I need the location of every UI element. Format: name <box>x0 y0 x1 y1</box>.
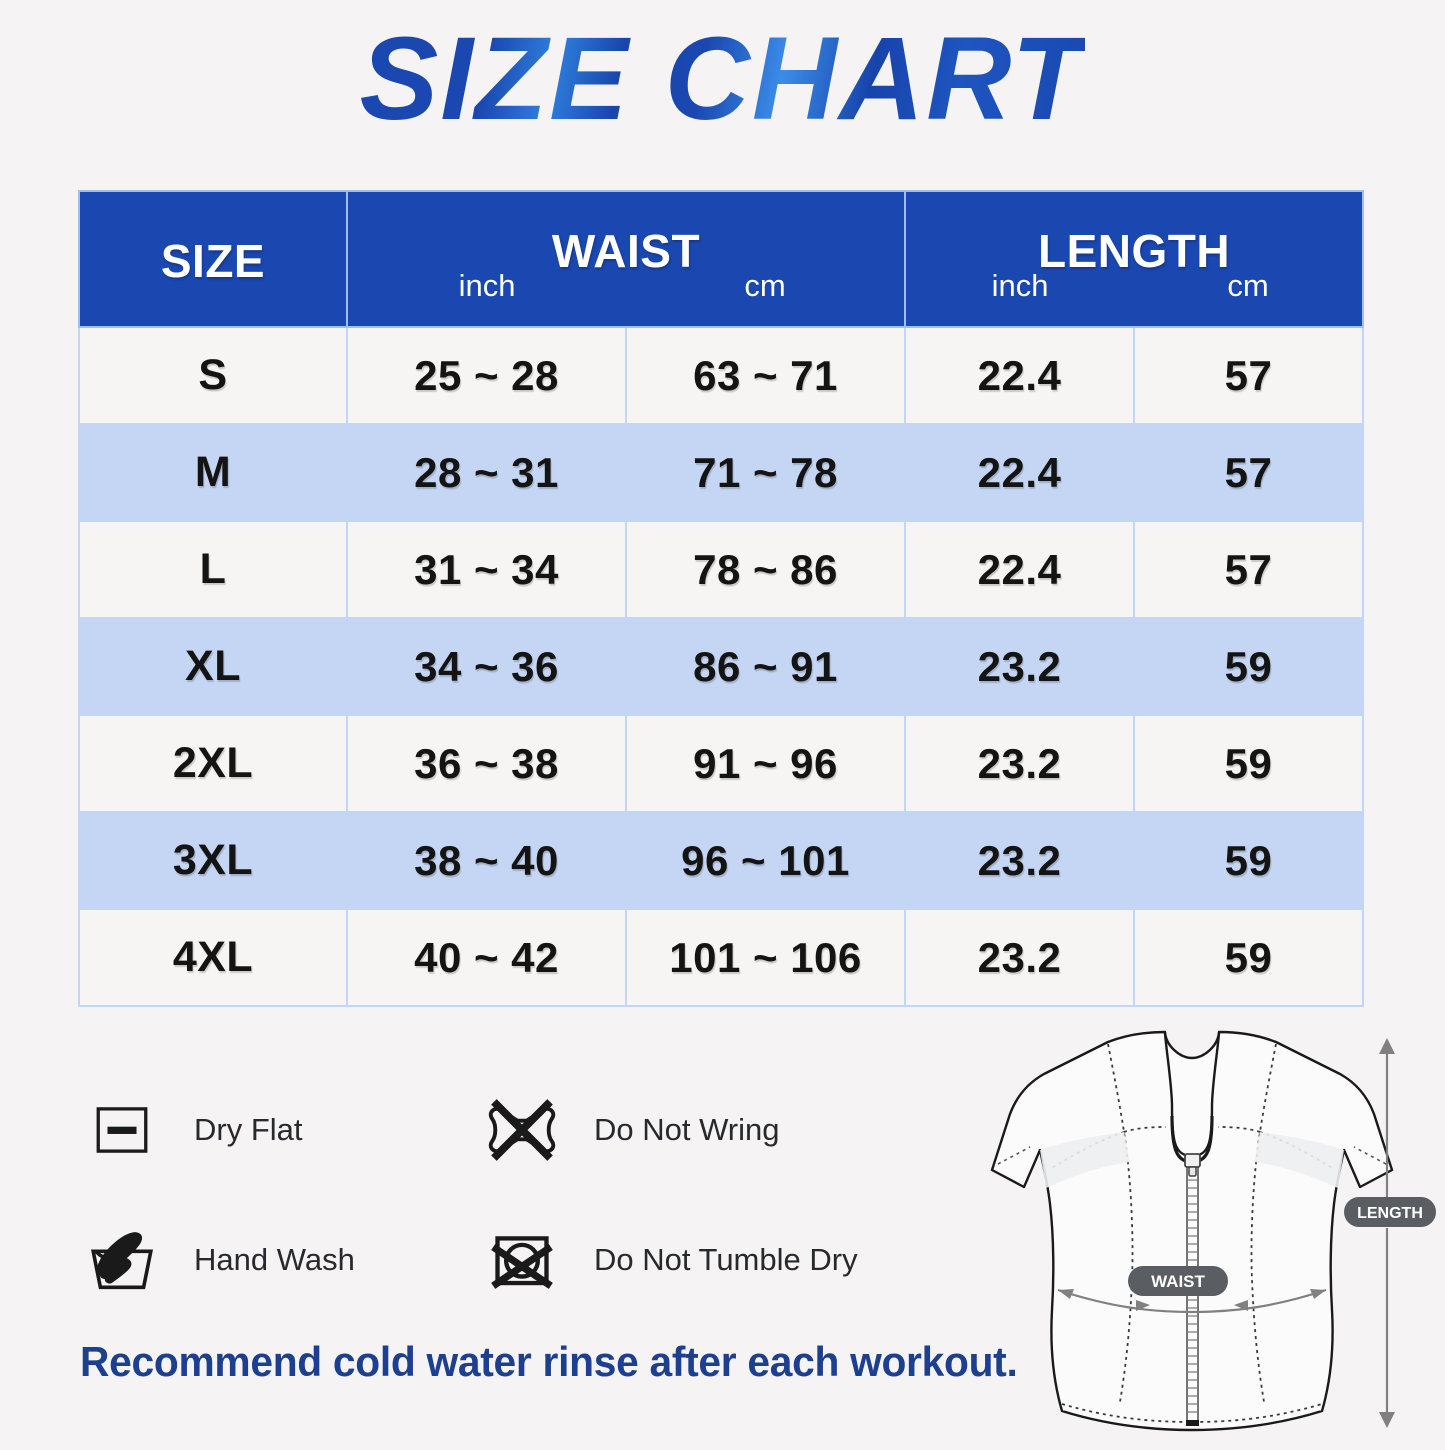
header-length-units: inch cm <box>906 268 1362 304</box>
cell-waist_cm: 71 ~ 78 <box>624 423 907 522</box>
table-row: S 25 ~ 28 63 ~ 71 22.4 57 <box>78 326 1365 425</box>
cell-size: L <box>78 520 348 619</box>
length-measure-arrow <box>1379 1038 1395 1428</box>
table-header: SIZE WAIST inch cm LENGTH inch cm <box>78 190 1365 328</box>
cell-length_inch: 22.4 <box>904 326 1136 425</box>
cell-length_inch: 23.2 <box>904 908 1136 1007</box>
cell-length_cm: 57 <box>1133 520 1365 619</box>
cell-length_inch: 23.2 <box>904 714 1136 813</box>
hem-line <box>1061 1403 1323 1423</box>
cell-waist_cm: 96 ~ 101 <box>624 811 907 910</box>
cell-size: M <box>78 423 348 522</box>
sleeve-hems <box>997 1146 1387 1165</box>
cell-waist_inch: 28 ~ 31 <box>346 423 627 522</box>
care-item-dry-flat: Dry Flat <box>78 1086 478 1174</box>
header-length-cm-label: cm <box>1227 268 1269 303</box>
waist-badge-label: WAIST <box>1151 1272 1205 1291</box>
cell-size: 3XL <box>78 811 348 910</box>
cell-waist_inch: 40 ~ 42 <box>346 908 627 1007</box>
care-label-do-not-tumble-dry: Do Not Tumble Dry <box>594 1242 858 1277</box>
recommendation-note: Recommend cold water rinse after each wo… <box>80 1338 1018 1385</box>
cell-size: 2XL <box>78 714 348 813</box>
cell-length_inch: 22.4 <box>904 423 1136 522</box>
table-row: M 28 ~ 31 71 ~ 78 22.4 57 <box>78 423 1365 522</box>
table-body: S 25 ~ 28 63 ~ 71 22.4 57 M 28 ~ 31 71 ~ 78 22.4… <box>78 326 1365 1007</box>
cell-waist_inch: 36 ~ 38 <box>346 714 627 813</box>
table-row: 4XL 40 ~ 42 101 ~ 106 23.2 59 <box>78 908 1365 1007</box>
cell-size: XL <box>78 617 348 716</box>
cell-size: 4XL <box>78 908 348 1007</box>
cell-length_inch: 23.2 <box>904 617 1136 716</box>
care-row-2: Hand Wash Do Not Tumble Dry <box>78 1195 958 1325</box>
cell-length_cm: 59 <box>1133 617 1365 716</box>
cell-waist_inch: 25 ~ 28 <box>346 326 627 425</box>
header-size-label: SIZE <box>160 235 266 287</box>
cell-length_inch: 22.4 <box>904 520 1136 619</box>
header-waist-label: WAIST <box>551 225 701 277</box>
care-item-do-not-tumble-dry: Do Not Tumble Dry <box>478 1216 908 1304</box>
header-waist-cm-label: cm <box>744 268 786 303</box>
cell-length_cm: 57 <box>1133 423 1365 522</box>
hand-wash-icon <box>78 1216 166 1304</box>
care-item-hand-wash: Hand Wash <box>78 1216 478 1304</box>
table-row: XL 34 ~ 36 86 ~ 91 23.2 59 <box>78 617 1365 716</box>
cell-waist_inch: 38 ~ 40 <box>346 811 627 910</box>
length-badge-label: LENGTH <box>1357 1205 1423 1222</box>
cell-waist_cm: 63 ~ 71 <box>624 326 907 425</box>
table-row: L 31 ~ 34 78 ~ 86 22.4 57 <box>78 520 1365 619</box>
cell-length_cm: 59 <box>1133 908 1365 1007</box>
table-row: 3XL 38 ~ 40 96 ~ 101 23.2 59 <box>78 811 1365 910</box>
cell-waist_cm: 91 ~ 96 <box>624 714 907 813</box>
care-label-do-not-wring: Do Not Wring <box>594 1112 780 1147</box>
table-header-row: SIZE WAIST inch cm LENGTH inch cm <box>78 190 1365 328</box>
cell-length_cm: 59 <box>1133 714 1365 813</box>
cell-waist_inch: 34 ~ 36 <box>346 617 627 716</box>
sleeve-shading <box>1040 1132 1344 1188</box>
header-length-label: LENGTH <box>1037 225 1231 277</box>
waist-badge: WAIST <box>1128 1266 1228 1296</box>
care-item-do-not-wring: Do Not Wring <box>478 1086 908 1174</box>
cell-length_cm: 57 <box>1133 326 1365 425</box>
cell-waist_cm: 101 ~ 106 <box>624 908 907 1007</box>
do-not-tumble-dry-icon <box>478 1216 566 1304</box>
header-waist: WAIST inch cm <box>345 190 907 328</box>
cell-waist_cm: 78 ~ 86 <box>624 520 907 619</box>
dry-flat-icon <box>78 1086 166 1174</box>
header-length-inch-label: inch <box>991 268 1049 303</box>
length-badge: LENGTH <box>1344 1197 1436 1227</box>
cell-size: S <box>78 326 348 425</box>
do-not-wring-icon <box>478 1086 566 1174</box>
table-row: 2XL 36 ~ 38 91 ~ 96 23.2 59 <box>78 714 1365 813</box>
title-area: SIZE CHART <box>0 13 1445 145</box>
cell-waist_inch: 31 ~ 34 <box>346 520 627 619</box>
care-instructions: Dry Flat Do Not Wring Hand W <box>78 1065 958 1325</box>
care-label-hand-wash: Hand Wash <box>194 1242 355 1277</box>
cell-length_cm: 59 <box>1133 811 1365 910</box>
cell-length_inch: 23.2 <box>904 811 1136 910</box>
waist-measure-arrow <box>1057 1288 1327 1314</box>
size-chart-table: SIZE WAIST inch cm LENGTH inch cm S 25 ~ … <box>78 190 1365 1007</box>
header-length: LENGTH inch cm <box>904 190 1365 328</box>
page-title: SIZE CHART <box>359 13 1086 145</box>
header-size: SIZE <box>78 190 348 328</box>
header-waist-units: inch cm <box>348 268 904 304</box>
care-label-dry-flat: Dry Flat <box>194 1112 303 1147</box>
header-waist-inch-label: inch <box>458 268 516 303</box>
cell-waist_cm: 86 ~ 91 <box>624 617 907 716</box>
care-row-1: Dry Flat Do Not Wring <box>78 1065 958 1195</box>
garment-diagram: WAIST LENGTH <box>940 1028 1445 1445</box>
